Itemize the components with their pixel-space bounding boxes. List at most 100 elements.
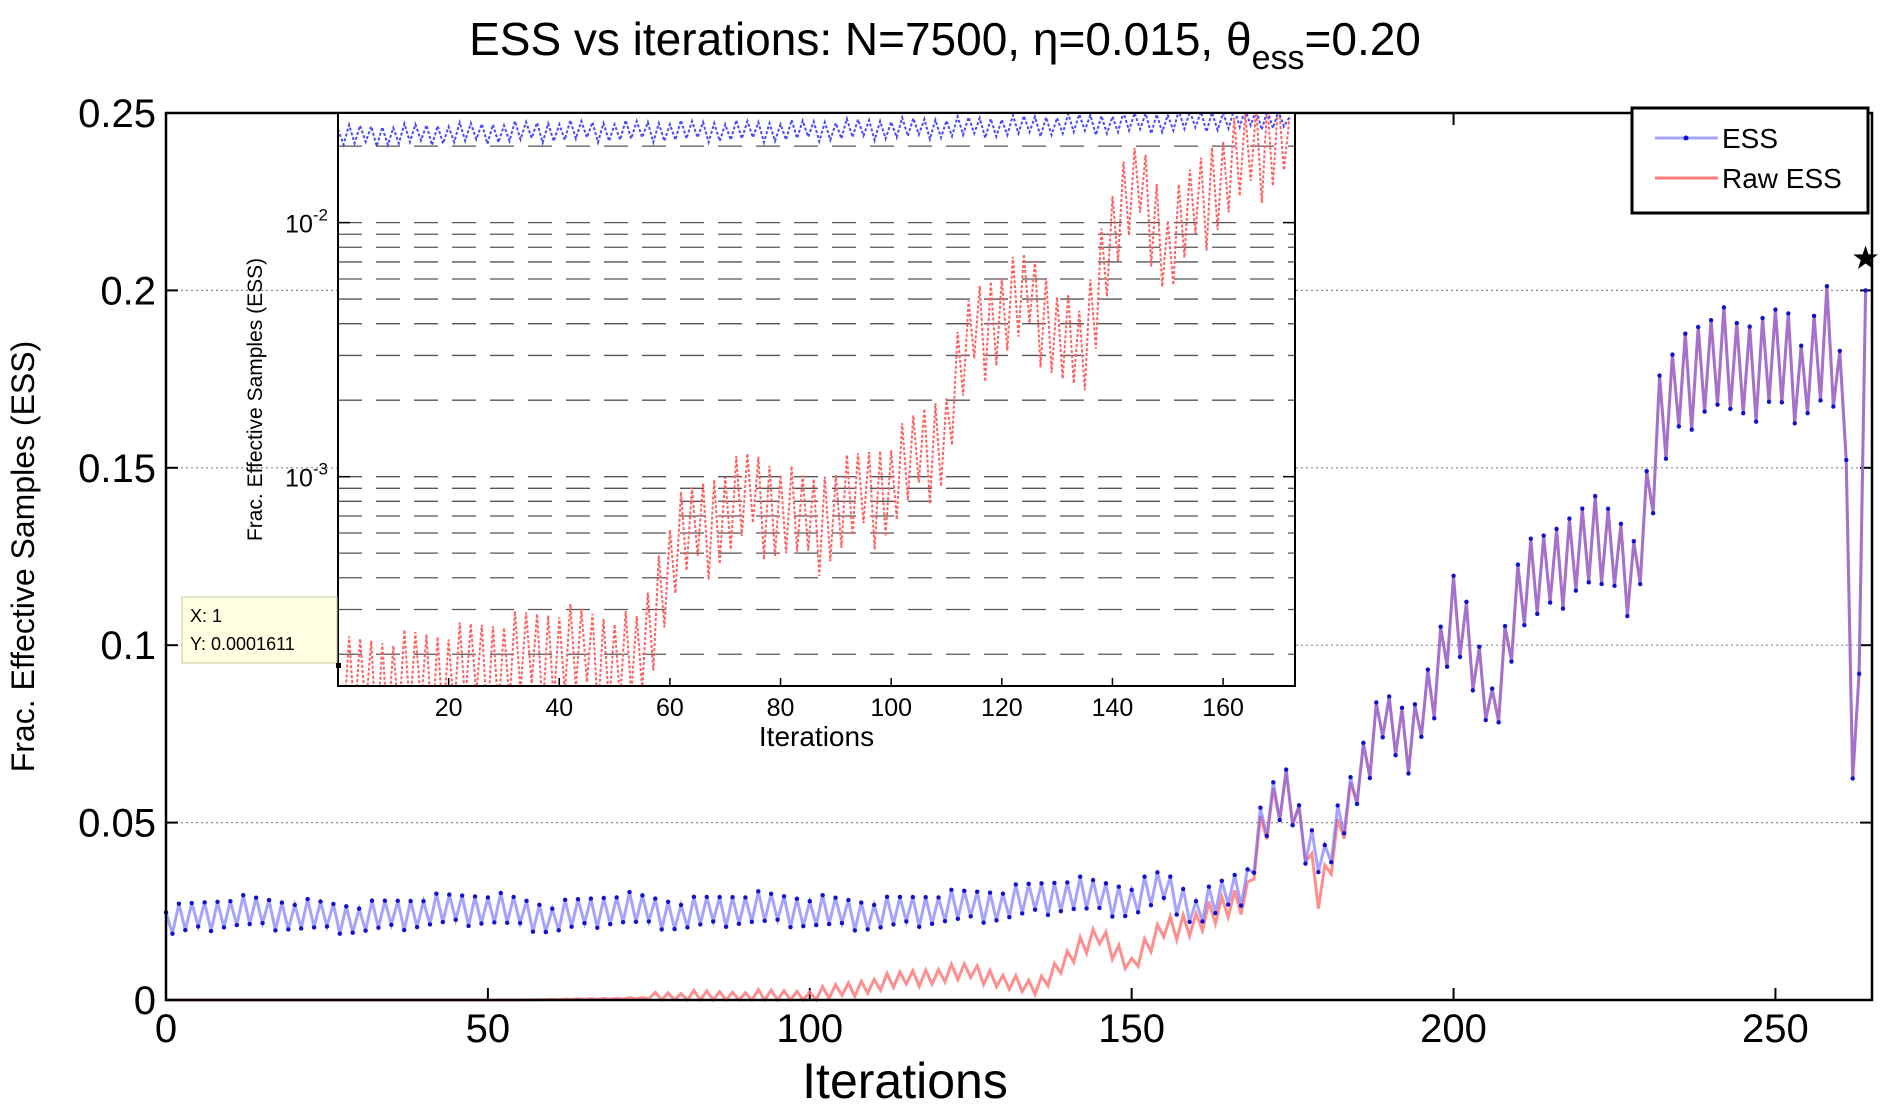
x-tick-label-2: 100: [776, 1007, 843, 1051]
ess-point-108: [859, 900, 864, 905]
ess-point-225: [1612, 583, 1617, 588]
ess-point-259: [1831, 404, 1836, 409]
ess-point-146: [1103, 881, 1109, 886]
y-tick-label-5: 0.25: [78, 92, 156, 136]
inset-x-tick-label-5: 120: [981, 694, 1023, 722]
inset-x-axis-label: Iterations: [759, 721, 874, 752]
ess-point-142: [1077, 874, 1083, 879]
ess-point-232: [1657, 373, 1662, 378]
ess-point-213: [1535, 611, 1540, 617]
ess-point-62: [562, 897, 568, 903]
ess-point-25: [324, 924, 330, 929]
legend-raw-ess-label: Raw ESS: [1722, 163, 1842, 194]
ess-point-199: [1444, 664, 1450, 669]
inset-ess-line: [338, 113, 1291, 150]
ess-point-88: [730, 895, 735, 900]
datatip-y-label: Y: 0.0001611: [190, 634, 295, 654]
inset-x-tick-label-3: 80: [767, 694, 795, 722]
ess-point-124: [962, 888, 967, 893]
ess-point-14: [253, 895, 259, 900]
x-tick-label-1: 50: [466, 1007, 511, 1051]
ess-point-7: [208, 928, 214, 934]
ess-point-228: [1631, 539, 1637, 544]
ess-point-26: [331, 901, 336, 907]
legend-ess-label: ESS: [1722, 123, 1778, 154]
ess-point-48: [472, 894, 478, 899]
inset-x-tick-label-0: 20: [435, 694, 463, 722]
ess-markers: [163, 283, 1868, 936]
ess-point-218: [1567, 516, 1572, 521]
ess-point-158: [1180, 886, 1186, 892]
ess-point-216: [1554, 526, 1559, 532]
ess-point-136: [1039, 881, 1044, 886]
ess-point-34: [382, 898, 388, 903]
ess-point-9: [221, 925, 227, 930]
ess-point-163: [1213, 910, 1218, 916]
ess-point-50: [485, 895, 491, 900]
ess-point-97: [788, 924, 793, 930]
ess-point-157: [1174, 912, 1179, 917]
ess-point-22: [305, 896, 310, 902]
inset-raw-ess-line: [345, 113, 1291, 686]
inset-series: [338, 113, 1291, 686]
ess-point-102: [820, 893, 825, 898]
ess-point-40: [421, 898, 426, 904]
ess-point-141: [1071, 906, 1076, 912]
x-tick-label-0: 0: [155, 1007, 177, 1051]
ess-point-193: [1406, 771, 1411, 776]
ess-point-85: [711, 919, 716, 924]
ess-point-95: [775, 917, 780, 922]
ess-point-30: [356, 906, 362, 911]
ess-point-54: [511, 894, 516, 900]
ess-point-229: [1638, 581, 1643, 587]
ess-point-189: [1380, 735, 1385, 740]
ess-point-178: [1309, 828, 1315, 833]
ess-point-260: [1837, 348, 1843, 354]
ess-point-91: [749, 919, 755, 925]
ess-point-248: [1760, 315, 1765, 321]
ess-point-42: [434, 891, 439, 896]
ess-point-96: [781, 894, 787, 899]
ess-point-79: [672, 926, 677, 932]
ess-point-234: [1670, 352, 1675, 357]
ess-point-78: [665, 899, 671, 904]
ess-point-264: [1863, 288, 1868, 293]
ess-point-227: [1625, 613, 1630, 619]
ess-point-258: [1824, 283, 1830, 289]
ess-point-171: [1264, 833, 1270, 839]
ess-point-253: [1792, 421, 1797, 426]
ess-point-64: [575, 897, 581, 902]
ess-point-152: [1142, 874, 1147, 879]
ess-point-162: [1206, 884, 1212, 889]
ess-point-90: [743, 895, 748, 900]
ess-point-247: [1753, 419, 1759, 424]
legend-box: [1630, 106, 1870, 215]
x-axis-label: Iterations: [802, 1053, 1008, 1109]
ess-point-17: [273, 928, 278, 933]
ess-point-27: [337, 931, 343, 936]
ess-point-194: [1412, 702, 1418, 707]
ess-point-203: [1470, 688, 1476, 693]
ess-point-81: [685, 925, 690, 930]
ess-point-100: [807, 898, 812, 904]
legend: ESS Raw ESS: [1630, 106, 1870, 215]
inset-x-tick-label-6: 140: [1092, 694, 1134, 722]
ess-point-3: [183, 927, 188, 933]
ess-point-36: [395, 898, 400, 904]
ess-point-235: [1676, 424, 1682, 429]
ess-point-19: [286, 927, 291, 932]
ess-point-47: [466, 923, 471, 929]
ess-point-43: [440, 919, 446, 925]
y-tick-label-4: 0.2: [100, 269, 156, 313]
ess-point-76: [653, 896, 658, 901]
ess-point-105: [839, 920, 845, 926]
ess-point-115: [904, 919, 909, 924]
ess-point-109: [865, 927, 870, 932]
chart-title-subscript: ess: [1252, 39, 1305, 77]
ess-point-212: [1528, 536, 1534, 541]
ess-point-23: [311, 925, 317, 930]
ess-point-261: [1844, 457, 1849, 463]
ess-point-140: [1065, 880, 1070, 885]
